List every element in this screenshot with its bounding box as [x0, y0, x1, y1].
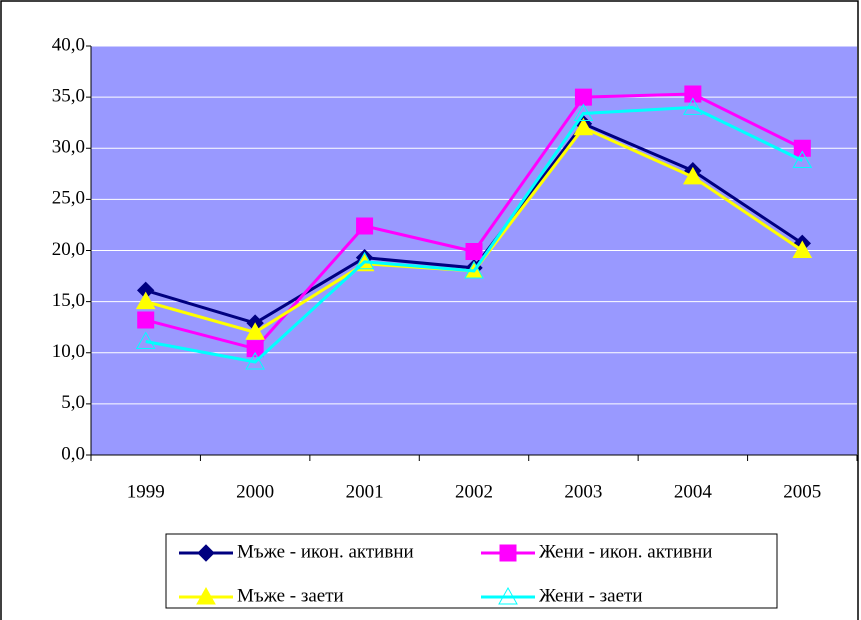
series-line [145, 105, 803, 364]
point-marker [356, 217, 374, 235]
legend-label: Мъже - заети [237, 585, 344, 606]
y-tick-label: 15,0 [52, 290, 85, 311]
point-marker [792, 150, 813, 169]
legend-marker [499, 544, 517, 562]
point-marker [245, 322, 265, 340]
point-marker [464, 260, 484, 279]
point-marker [465, 243, 483, 261]
y-tick-label: 10,0 [52, 341, 85, 362]
legend-marker [197, 544, 215, 562]
legend-label: Мъже - икон. активни [237, 541, 414, 562]
x-tick-label: 2000 [236, 481, 274, 502]
x-tick-label: 2003 [564, 481, 602, 502]
x-tick-label: 2005 [783, 481, 821, 502]
x-tick-label: 1999 [127, 481, 165, 502]
y-tick-label: 5,0 [61, 392, 85, 413]
x-tick-label: 2001 [346, 481, 384, 502]
y-tick-label: 30,0 [52, 137, 85, 158]
point-marker [793, 139, 811, 157]
legend-marker [498, 586, 518, 605]
point-marker [574, 88, 592, 106]
point-marker [683, 166, 703, 185]
point-marker [137, 311, 155, 329]
y-tick-label: 35,0 [52, 85, 85, 106]
y-tick-label: 20,0 [52, 239, 85, 260]
x-tick-label: 2004 [674, 481, 713, 502]
point-marker [573, 117, 594, 136]
y-tick-label: 25,0 [52, 188, 85, 209]
point-marker [135, 331, 156, 350]
x-tick-label: 2002 [455, 481, 493, 502]
y-tick-label: 0,0 [61, 443, 85, 464]
legend-label: Жени - заети [539, 585, 643, 606]
legend-box [165, 533, 778, 609]
point-marker [573, 103, 594, 121]
point-marker [354, 251, 375, 270]
point-marker [246, 340, 264, 358]
point-marker [792, 240, 813, 258]
legend-marker [196, 586, 216, 605]
y-tick-label: 40,0 [52, 34, 85, 55]
point-marker [245, 351, 265, 370]
legend-label: Жени - икон. активни [539, 541, 712, 562]
point-marker [684, 85, 702, 103]
point-marker [135, 291, 156, 310]
point-marker [683, 97, 703, 115]
